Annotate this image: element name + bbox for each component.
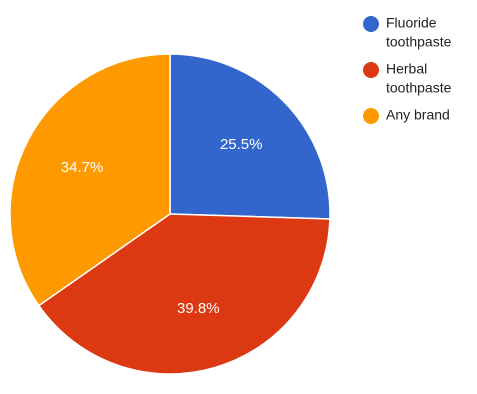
legend-item-herbal-toothpaste: Herbal toothpaste (363, 61, 452, 96)
legend-item-fluoride-toothpaste: Fluoride toothpaste (363, 15, 452, 50)
legend-swatch (363, 108, 379, 124)
legend-item-any-brand: Any brand (363, 107, 450, 124)
legend-label: Fluoride (386, 15, 437, 31)
slice-label-fluoride-toothpaste: 25.5% (220, 136, 263, 153)
legend: Fluoride toothpaste Herbal toothpaste Any br… (363, 15, 452, 124)
pie-slice-herbal-toothpaste (37, 213, 331, 375)
slice-label-any-brand: 34.7% (61, 159, 104, 176)
slice-labels: 25.5% 39.8% 34.7% (61, 136, 263, 317)
legend-label: Any brand (386, 107, 450, 123)
pie-slice-any-brand (9, 53, 171, 307)
legend-swatch (363, 16, 379, 32)
legend-label: Herbal (386, 61, 427, 77)
slice-label-herbal-toothpaste: 39.8% (177, 300, 220, 317)
legend-label: toothpaste (386, 80, 452, 96)
pie-slices (9, 53, 331, 375)
pie-slice-fluoride-toothpaste (169, 53, 331, 220)
legend-label: toothpaste (386, 34, 452, 50)
legend-swatch (363, 62, 379, 78)
